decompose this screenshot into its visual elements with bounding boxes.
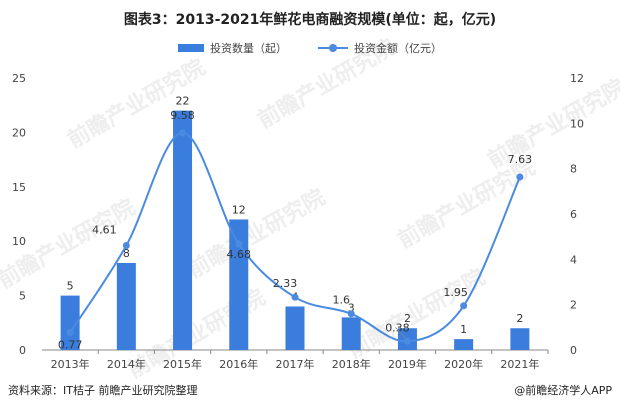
bar-value-label: 8 [123, 247, 130, 260]
amount-value-label: 7.63 [508, 153, 533, 166]
bar-value-label: 2 [404, 312, 411, 325]
footer: 资料来源：IT桔子 前瞻产业研究院整理 @前瞻经济学人APP [8, 382, 612, 398]
bar-2013年 [60, 295, 80, 350]
amount-point-2013年 [66, 329, 74, 337]
bar-value-label: 22 [176, 95, 190, 108]
amount-point-2019年 [403, 337, 411, 345]
x-tick-label: 2020年 [444, 357, 483, 371]
watermark-text-3: 前瞻产业研究院 [183, 184, 329, 284]
legend-line-swatch [318, 42, 348, 54]
amount-value-label: 1.6 [332, 294, 350, 307]
amount-point-2016年 [235, 240, 243, 248]
amount-value-label: 2.33 [273, 277, 298, 290]
amount-point-2014年 [122, 242, 130, 250]
x-tick-label: 2019年 [388, 357, 427, 371]
y-right-tick-label: 12 [570, 72, 584, 85]
y-left-tick-label: 10 [12, 235, 26, 248]
amount-value-label: 4.68 [227, 248, 252, 261]
bar-value-label: 3 [348, 301, 355, 314]
y-left-tick-label: 25 [12, 72, 26, 85]
x-tick-label: 2013年 [51, 357, 90, 371]
amount-value-label: 0.77 [58, 339, 83, 352]
y-left-tick-label: 20 [12, 126, 26, 139]
y-right-tick-label: 4 [570, 253, 577, 266]
legend-item-bar: 投资数量（起） [178, 40, 287, 56]
bar-2017年 [285, 306, 305, 350]
x-tick-label: 2015年 [163, 357, 202, 371]
amount-series-line [69, 131, 521, 343]
legend-bar-swatch [178, 44, 204, 52]
amount-point-2018年 [347, 310, 355, 318]
amount-point-2021年 [516, 173, 524, 181]
amount-point-2017年 [291, 293, 299, 301]
watermark-text-7: 前瞻产业研究院 [483, 74, 620, 174]
label-leader-line [395, 327, 406, 339]
amount-value-label: 4.61 [92, 224, 117, 237]
bar-2021年 [510, 328, 530, 350]
bar-2016年 [229, 219, 249, 350]
amount-value-label: 1.95 [443, 286, 468, 299]
bar-2015年 [173, 110, 193, 350]
bar-value-label: 2 [516, 312, 523, 325]
x-tick-label: 2014年 [107, 357, 146, 371]
x-tick-label: 2018年 [332, 357, 371, 371]
bar-value-label: 1 [460, 323, 467, 336]
legend-bar-label: 投资数量（起） [210, 42, 287, 55]
amount-value-label: 0.38 [385, 321, 410, 334]
amount-value-label: 9.58 [170, 109, 195, 122]
y-left-tick-label: 15 [12, 181, 26, 194]
bar-2014年 [116, 262, 136, 350]
y-left-tick-label: 0 [19, 344, 26, 357]
y-right-tick-label: 10 [570, 117, 584, 130]
legend: 投资数量（起） 投资金额（亿元） [0, 40, 620, 56]
x-tick-label: 2021年 [500, 357, 539, 371]
legend-line-label: 投资金额（亿元） [354, 42, 442, 55]
y-left-tick-label: 5 [19, 290, 26, 303]
bar-2018年 [341, 317, 361, 350]
bar-value-label: 5 [67, 280, 74, 293]
y-right-tick-label: 2 [570, 299, 577, 312]
chart-title: 图表3：2013-2021年鲜花电商融资规模(单位：起，亿元) [123, 12, 497, 28]
bar-2020年 [454, 339, 474, 350]
bar-value-label: 12 [232, 203, 246, 216]
y-right-tick-label: 8 [570, 163, 577, 176]
y-right-tick-label: 0 [570, 344, 577, 357]
x-tick-label: 2016年 [219, 357, 258, 371]
source-note: 资料来源：IT桔子 前瞻产业研究院整理 [8, 384, 198, 397]
legend-item-line: 投资金额（亿元） [318, 40, 442, 56]
x-tick-label: 2017年 [276, 357, 315, 371]
amount-point-2020年 [460, 302, 468, 310]
y-right-tick-label: 6 [570, 208, 577, 221]
watermark-text-4: 前瞻产业研究院 [393, 154, 539, 254]
brand-credit: @前瞻经济学人APP [514, 384, 612, 397]
amount-point-2015年 [179, 129, 187, 137]
